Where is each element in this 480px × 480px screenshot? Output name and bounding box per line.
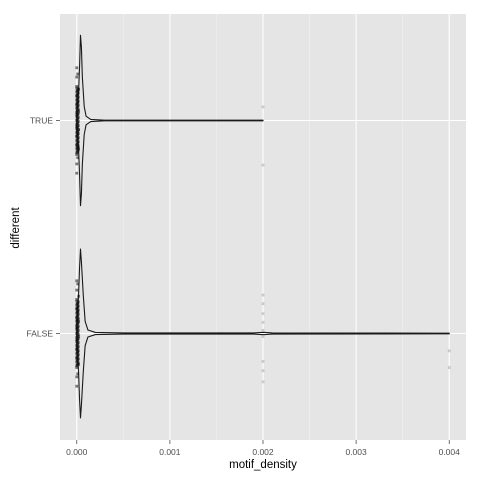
jitter-point [75, 279, 79, 283]
jitter-point [75, 348, 79, 352]
x-tick-label: 0.001 [159, 447, 181, 457]
axes: motif_density different 0.000 0.001 0.002 0… [10, 116, 460, 472]
jitter-point [75, 307, 79, 311]
jitter-point [261, 320, 265, 324]
jitter-point [75, 171, 79, 175]
jitter-point [75, 127, 79, 131]
jitter-point [75, 75, 79, 79]
data-layer [75, 34, 451, 419]
jitter-point [75, 303, 79, 307]
jitter-point [75, 288, 79, 292]
jitter-point [75, 336, 79, 339]
x-axis-title: motif_density [229, 459, 297, 471]
jitter-point [75, 139, 79, 143]
jitter-point [75, 352, 79, 356]
jitter-point [75, 315, 79, 319]
jitter-point [75, 323, 79, 327]
jitter-point [75, 344, 79, 348]
violin-true [76, 34, 264, 207]
jitter-point [75, 123, 79, 126]
jitter-point [261, 380, 265, 384]
violin-false [76, 248, 450, 419]
jitter-point [75, 153, 79, 156]
jitter-point [75, 66, 79, 70]
jitter-point [75, 94, 79, 98]
jitter-point [261, 312, 265, 316]
y-axis-title: different [10, 207, 22, 249]
jitter-point [75, 151, 79, 155]
jitter-point [261, 302, 265, 306]
y-tick-label: FALSE [27, 329, 54, 339]
jitter-point [75, 298, 79, 301]
jitter-point [75, 311, 79, 315]
jitter-point [75, 299, 79, 303]
jitter-point [76, 156, 80, 160]
x-tick-label: 0.000 [66, 447, 88, 457]
jitter-point [75, 360, 79, 364]
jitter-point [261, 293, 265, 297]
jitter-point [76, 72, 80, 76]
jitter-point [75, 85, 79, 88]
jitter-point [75, 147, 79, 151]
jitter-point [75, 319, 79, 323]
x-tick-label: 0.002 [252, 447, 274, 457]
jitter-point [75, 384, 79, 388]
jitter-point [261, 369, 265, 373]
x-tick-label: 0.003 [345, 447, 367, 457]
jitter-point [75, 110, 79, 114]
jitter-point [261, 163, 265, 167]
jitter-point [447, 349, 451, 353]
jitter-point [75, 131, 79, 135]
jitter-point [75, 366, 79, 369]
jitter-point [75, 106, 79, 110]
jitter-point [75, 340, 79, 344]
jitter-point [75, 135, 79, 139]
jitter-point [75, 115, 79, 118]
jitter-point [261, 105, 265, 109]
jitter-point [75, 356, 79, 360]
jitter-point [75, 98, 79, 102]
x-tick-label: 0.004 [439, 447, 461, 457]
jitter-point [77, 294, 81, 298]
jitter-point [75, 86, 79, 90]
y-tick-label: TRUE [30, 116, 53, 126]
jitter-point [261, 335, 265, 338]
jitter-point [75, 90, 79, 94]
jitter-point [75, 332, 79, 335]
jitter-point [75, 162, 79, 166]
jitter-point [76, 372, 80, 376]
jitter-point [447, 366, 451, 369]
jitter-point [75, 375, 79, 379]
jitter-point [75, 119, 79, 122]
jitter-point [261, 329, 265, 332]
jitter-point [75, 364, 79, 368]
jitter-point [75, 143, 79, 147]
jitter-point [76, 282, 80, 286]
jitter-point [261, 360, 265, 363]
jitter-point [75, 102, 79, 106]
jitter-point [75, 328, 79, 331]
